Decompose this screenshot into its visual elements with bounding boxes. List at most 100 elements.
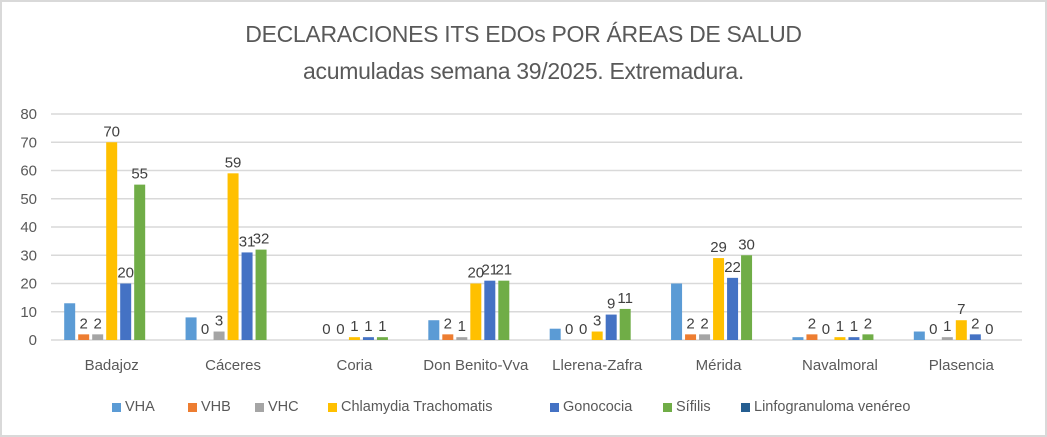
- x-category-label: Navalmoral: [802, 357, 878, 374]
- legend-swatch: [741, 402, 750, 412]
- bar-gonococia: [241, 252, 253, 340]
- data-label: 1: [850, 318, 858, 335]
- legend-label: Gonococia: [563, 399, 633, 415]
- bar-s-filis: [741, 255, 753, 340]
- data-label: 1: [943, 318, 951, 335]
- data-label: 2: [94, 315, 102, 332]
- bar-vhc: [456, 337, 468, 340]
- bar-s-filis: [498, 280, 510, 340]
- bar-vhc: [213, 331, 225, 340]
- legend-swatch: [255, 402, 264, 412]
- legend-label: VHB: [201, 399, 231, 415]
- legend-item: Linfogranuloma venéreo: [741, 397, 910, 417]
- x-category-label: Llerena-Zafra: [552, 357, 643, 374]
- y-tick-label: 20: [20, 276, 37, 293]
- x-category-label: Badajoz: [85, 357, 139, 374]
- bar-chlamydia-trachomatis: [834, 337, 846, 340]
- legend-swatch: [188, 402, 197, 412]
- y-tick-label: 0: [29, 332, 37, 349]
- data-label: 1: [836, 318, 844, 335]
- bar-gonococia: [848, 337, 860, 340]
- legend-item: VHA: [112, 397, 155, 417]
- bar-gonococia: [727, 277, 739, 340]
- bar-chlamydia-trachomatis: [227, 173, 239, 340]
- data-label: 29: [710, 239, 727, 256]
- bar-gonococia: [120, 283, 132, 340]
- bar-chlamydia-trachomatis: [955, 320, 967, 340]
- x-category-label: Cáceres: [205, 357, 261, 374]
- chart-title: DECLARACIONES ITS EDOs POR ÁREAS DE SALU…: [245, 21, 802, 47]
- bar-vha: [671, 283, 683, 340]
- y-tick-label: 50: [20, 191, 37, 208]
- data-label: 2: [686, 315, 694, 332]
- bar-vhc: [941, 337, 953, 340]
- bar-chlamydia-trachomatis: [591, 331, 603, 340]
- chart-subtitle: acumuladas semana 39/2025. Extremadura.: [303, 58, 744, 84]
- bar-s-filis: [376, 337, 388, 340]
- data-label: 21: [481, 262, 498, 279]
- data-label: 31: [239, 233, 256, 250]
- bar-vhc: [92, 334, 104, 340]
- data-label: 32: [253, 231, 270, 248]
- data-label: 59: [225, 154, 242, 171]
- data-label: 2: [864, 315, 872, 332]
- data-label: 20: [117, 265, 134, 282]
- data-label: 2: [971, 315, 979, 332]
- data-label: 2: [700, 315, 708, 332]
- bar-vha: [64, 303, 76, 340]
- data-label: 30: [738, 236, 755, 253]
- data-label: 3: [593, 313, 601, 330]
- bar-gonococia: [969, 334, 981, 340]
- y-tick-label: 40: [20, 219, 37, 236]
- legend-swatch: [663, 402, 672, 412]
- bar-s-filis: [619, 308, 631, 340]
- data-label: 0: [822, 321, 830, 338]
- bar-chlamydia-trachomatis: [348, 337, 360, 340]
- x-category-label: Don Benito-Vva: [423, 357, 529, 374]
- legend-label: Linfogranuloma venéreo: [754, 399, 911, 415]
- legend-item: Chlamydia Trachomatis: [328, 397, 493, 417]
- y-tick-label: 60: [20, 163, 37, 180]
- y-tick-label: 70: [20, 134, 37, 151]
- data-label: 2: [444, 315, 452, 332]
- data-label: 1: [364, 318, 372, 335]
- y-tick-label: 80: [20, 106, 37, 123]
- data-label: 1: [350, 318, 358, 335]
- bar-s-filis: [862, 334, 874, 340]
- legend-item: Sífilis: [663, 397, 711, 417]
- bar-s-filis: [134, 184, 146, 340]
- chart-legend: VHA VHB VHC Chlamydia Trachomatis Gonococia S…: [0, 397, 1047, 417]
- legend-label: Sífilis: [676, 399, 711, 415]
- data-label: 22: [724, 259, 741, 276]
- legend-label: Chlamydia Trachomatis: [341, 399, 493, 415]
- bar-gonococia: [484, 280, 496, 340]
- y-tick-label: 30: [20, 247, 37, 264]
- bar-chlamydia-trachomatis: [713, 258, 725, 340]
- legend-swatch: [112, 402, 121, 412]
- data-label: 9: [607, 296, 615, 313]
- data-label: 1: [378, 318, 386, 335]
- data-label: 1: [458, 318, 466, 335]
- data-label: 55: [131, 166, 148, 183]
- bar-gonococia: [362, 337, 374, 340]
- bar-gonococia: [605, 314, 617, 340]
- y-tick-label: 10: [20, 304, 37, 321]
- data-label: 0: [336, 321, 344, 338]
- data-label: 0: [929, 321, 937, 338]
- data-label: 0: [985, 321, 993, 338]
- x-category-label: Coria: [337, 357, 374, 374]
- bar-s-filis: [255, 249, 267, 340]
- x-category-label: Plasencia: [929, 357, 995, 374]
- data-label: 0: [565, 321, 573, 338]
- bar-vha: [913, 331, 925, 340]
- bar-vhb: [442, 334, 454, 340]
- bar-vhc: [699, 334, 711, 340]
- bar-vha: [792, 337, 804, 340]
- bar-vha: [428, 320, 440, 340]
- data-label: 0: [579, 321, 587, 338]
- bar-vhb: [806, 334, 818, 340]
- legend-label: VHC: [268, 399, 299, 415]
- data-label: 70: [103, 123, 120, 140]
